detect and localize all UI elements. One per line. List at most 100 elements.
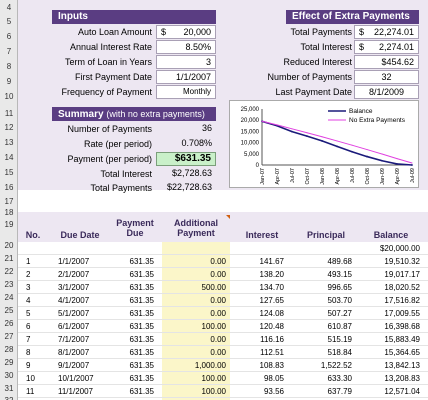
- row-number[interactable]: 22: [4, 267, 14, 276]
- loan-currency: $: [161, 27, 167, 37]
- row-number[interactable]: 19: [4, 220, 14, 229]
- cell-bal: 12,571.04: [384, 387, 420, 396]
- row-number[interactable]: 14: [4, 153, 14, 162]
- cell-date: 9/1/2007: [58, 361, 90, 370]
- row-number[interactable]: 9: [6, 77, 12, 86]
- cell-bal: 17,516.82: [384, 296, 420, 305]
- cell-no: 2: [26, 270, 31, 279]
- row-number[interactable]: 28: [4, 345, 14, 354]
- cell-no: 1: [26, 257, 31, 266]
- row-number[interactable]: 24: [4, 293, 14, 302]
- row-number[interactable]: 7: [6, 47, 12, 56]
- cell-date: 10/1/2007: [58, 374, 94, 383]
- row-number[interactable]: 12: [4, 123, 14, 132]
- row-number[interactable]: 30: [4, 371, 14, 380]
- row-number[interactable]: 31: [4, 384, 14, 393]
- row-headers: 4 5 6 7 8 9 10 11 12 13 14 15 16 17 18 19 20 21 22 23 24 25 26…: [0, 0, 18, 400]
- row-number[interactable]: 18: [4, 208, 14, 217]
- row-number[interactable]: 27: [4, 332, 14, 341]
- summary-interest-value: $2,728.63: [171, 168, 212, 178]
- row-number[interactable]: 10: [4, 92, 14, 101]
- loan-amount-input[interactable]: $20,000: [156, 25, 216, 39]
- cell-int: 98.05: [263, 374, 284, 383]
- row-number[interactable]: 8: [6, 62, 12, 71]
- summary-payments-value: 36: [201, 123, 212, 133]
- summary-payment-value: $631.35: [156, 152, 216, 166]
- cell-add[interactable]: 100.00: [201, 374, 226, 383]
- balance-chart[interactable]: 25,000 20,000 15,000 10,000 5,000 0 Jan-07 Apr-…: [229, 100, 419, 188]
- row-number[interactable]: 20: [4, 241, 14, 250]
- comment-marker-icon[interactable]: [226, 215, 230, 219]
- data-point: [261, 120, 263, 122]
- row-number[interactable]: 29: [4, 358, 14, 367]
- data-point: [336, 145, 338, 148]
- data-point: [381, 159, 383, 162]
- row-number[interactable]: 26: [4, 319, 14, 328]
- last-payment-date-value: 8/1/2009: [354, 85, 419, 99]
- row-number[interactable]: 4: [6, 3, 12, 12]
- row-number[interactable]: 6: [6, 32, 12, 41]
- cell-add[interactable]: 0.00: [210, 335, 226, 344]
- interest-rate-input[interactable]: 8.50%: [156, 40, 216, 54]
- row-number[interactable]: 32: [0, 397, 18, 400]
- cell-add[interactable]: 1,000.00: [194, 361, 226, 370]
- cell-add[interactable]: 0.00: [210, 270, 226, 279]
- cell-bal: 17,009.55: [384, 309, 420, 318]
- cell-int: 108.83: [259, 361, 284, 370]
- cell-add[interactable]: 0.00: [210, 309, 226, 318]
- row-number[interactable]: 13: [4, 138, 14, 147]
- grid-line: [18, 254, 428, 255]
- data-point: [411, 164, 413, 166]
- cell-add[interactable]: 0.00: [210, 296, 226, 305]
- cell-no: 11: [26, 387, 35, 396]
- loan-term-input[interactable]: 3: [156, 55, 216, 69]
- cell-bal: 19,017.17: [384, 270, 420, 279]
- cell-no: 10: [26, 374, 35, 383]
- grid-line: [18, 345, 428, 346]
- cell-no: 3: [26, 283, 31, 292]
- first-payment-input[interactable]: 1/1/2007: [156, 70, 216, 84]
- grid-line: [18, 371, 428, 372]
- summary-header: Summary (with no extra payments): [52, 107, 216, 121]
- total-interest-currency: $: [359, 42, 365, 52]
- data-point: [336, 140, 338, 142]
- frequency-select[interactable]: Monthly: [156, 85, 216, 99]
- row-number[interactable]: 11: [4, 109, 14, 118]
- x-tick-label: Jan-08: [320, 168, 326, 185]
- row-number[interactable]: 17: [4, 197, 14, 206]
- cell-pay: 631.35: [129, 374, 154, 383]
- cell-int: 127.65: [259, 296, 284, 305]
- summary-payments-label: Number of Payments: [67, 124, 152, 134]
- grid-line: [18, 358, 428, 359]
- cell-add[interactable]: 0.00: [210, 257, 226, 266]
- data-point: [321, 140, 323, 142]
- last-payment-date-label: Last Payment Date: [275, 87, 352, 97]
- row-number[interactable]: 16: [4, 183, 14, 192]
- header-interest: Interest: [245, 230, 279, 240]
- x-tick-label: Jul-08: [350, 168, 356, 183]
- cell-add[interactable]: 100.00: [201, 387, 226, 396]
- data-point: [276, 124, 278, 126]
- row-number[interactable]: 21: [4, 254, 14, 263]
- table-header-background: [18, 212, 428, 242]
- data-point: [396, 158, 398, 160]
- total-payments-value: $22,274.01: [354, 25, 419, 39]
- cell-add[interactable]: 500.00: [201, 283, 226, 292]
- row-number[interactable]: 15: [4, 168, 14, 177]
- x-tick-label: Apr-07: [275, 168, 281, 185]
- cell-add[interactable]: 0.00: [210, 348, 226, 357]
- cell-no: 6: [26, 322, 31, 331]
- row-number[interactable]: 25: [4, 306, 14, 315]
- row-number[interactable]: 23: [4, 280, 14, 289]
- row-number[interactable]: 5: [6, 17, 12, 26]
- y-tick-label: 0: [256, 163, 260, 169]
- y-tick-label: 25,000: [241, 107, 260, 113]
- x-tick-label: Jan-09: [380, 168, 386, 185]
- grid-line: [18, 306, 428, 307]
- cell-add[interactable]: 100.00: [201, 322, 226, 331]
- legend-label: Balance: [349, 108, 373, 115]
- cell-prin: 996.65: [327, 283, 352, 292]
- x-tick-label: Oct-07: [305, 168, 311, 185]
- effect-header: Effect of Extra Payments: [286, 10, 419, 24]
